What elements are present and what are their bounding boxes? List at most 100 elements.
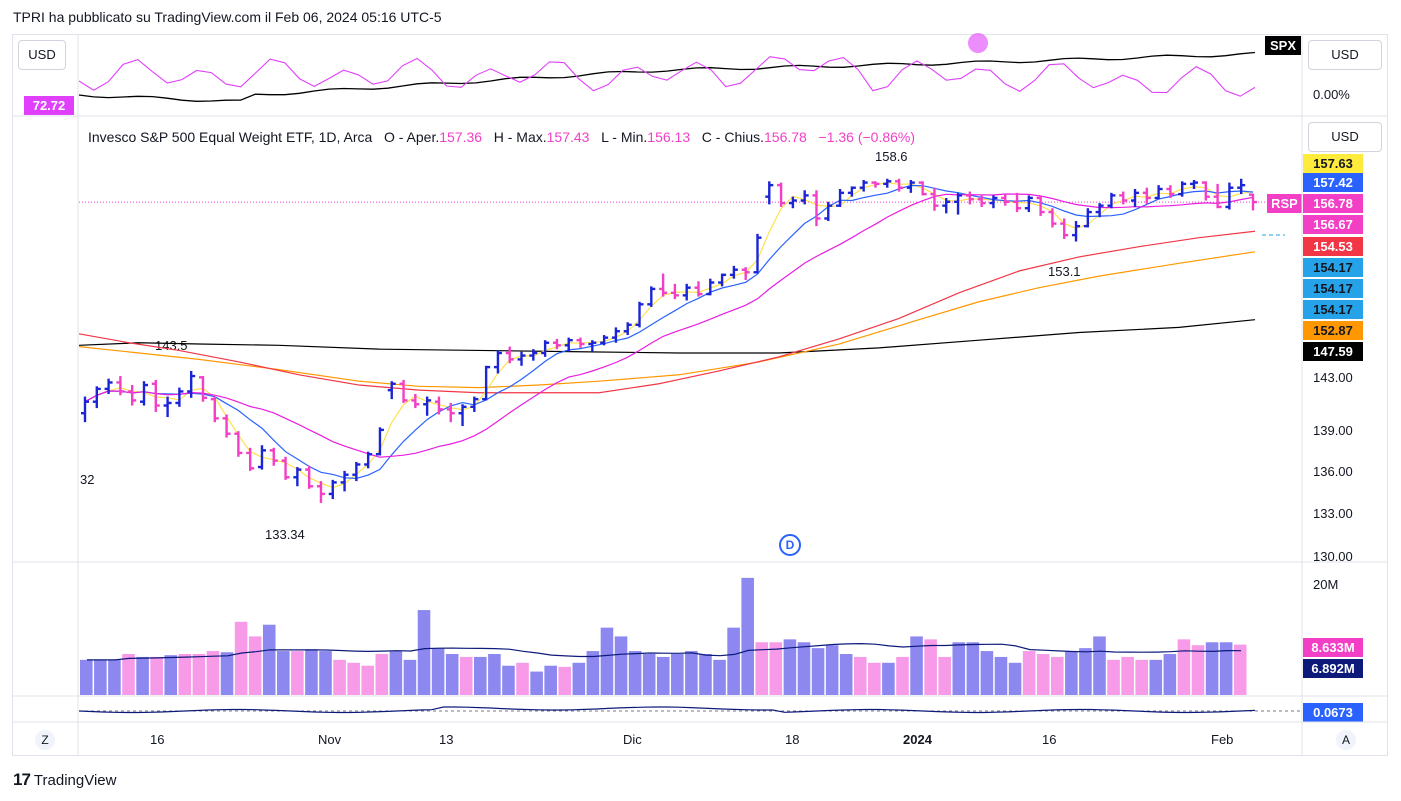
tradingview-footer[interactable]: 17 TradingView	[13, 770, 116, 790]
time-axis-right-button[interactable]: A	[1336, 730, 1356, 750]
legend-close-label: C - Chius.	[701, 129, 765, 145]
volume-bar	[924, 639, 937, 695]
price-axis-tag: 147.59	[1303, 342, 1363, 361]
price-axis-tag: 157.42	[1303, 173, 1363, 192]
legend-symbol-name: Invesco S&P 500 Equal Weight ETF, 1D, Ar…	[88, 129, 373, 145]
ohlc-bar	[411, 394, 420, 409]
ohlc-bar	[529, 349, 538, 361]
rsi-extreme-marker	[968, 33, 988, 53]
rsi-line	[78, 56, 1256, 97]
ohlc-bar	[257, 445, 266, 470]
legend-open-label: O - Aper.	[383, 129, 440, 145]
moving-average-line	[84, 181, 1254, 489]
top-right-currency-button[interactable]: USD	[1308, 40, 1382, 70]
time-label: 16	[1042, 732, 1057, 747]
volume-bar	[262, 624, 276, 695]
volume-bar	[178, 654, 192, 695]
volume-bar	[642, 654, 656, 695]
ohlc-bar	[328, 479, 337, 500]
ohlc-bar	[895, 178, 904, 192]
legend-low: 156.13	[647, 129, 691, 145]
time-label: Nov	[318, 732, 342, 747]
volume-bar	[502, 665, 515, 695]
ohlc-bar	[1213, 183, 1222, 209]
volume-bar	[248, 636, 262, 695]
ohlc-bar	[1237, 178, 1246, 195]
ohlc-bar	[777, 182, 786, 207]
ohlc-bar	[104, 378, 113, 394]
ohlc-bar	[305, 465, 314, 489]
ohlc-bar	[246, 447, 255, 471]
price-axis-tag: 154.17	[1303, 258, 1363, 277]
volume-bar	[1079, 648, 1092, 695]
volume-bar	[1163, 654, 1177, 695]
volume-bar	[1135, 659, 1148, 695]
ohlc-bar	[729, 265, 738, 279]
ohlc-bar	[175, 387, 184, 407]
ohlc-bar	[293, 467, 302, 487]
chart-legend: Invesco S&P 500 Equal Weight ETF, 1D, Ar…	[88, 129, 915, 145]
volume-bar	[94, 659, 107, 695]
time-label: Feb	[1211, 732, 1234, 747]
ohlc-bar	[387, 381, 396, 400]
ohlc-bar	[812, 190, 821, 227]
ohlc-bar	[954, 192, 963, 215]
price-axis-tag: 154.53	[1303, 237, 1363, 256]
volume-bar	[488, 654, 501, 695]
volume-bar	[741, 577, 754, 695]
ohlc-bar	[493, 350, 502, 374]
ohlc-bar	[824, 201, 833, 222]
moving-average-line	[78, 319, 1256, 354]
ohlc-bar	[635, 301, 644, 328]
volume-bar	[150, 656, 163, 695]
ohlc-bar	[316, 481, 325, 503]
top-currency-button[interactable]: USD	[18, 40, 66, 70]
legend-high: 157.43	[546, 129, 590, 145]
ohlc-bar	[694, 281, 703, 297]
volume-bar	[1036, 654, 1050, 695]
ohlc-bar	[753, 233, 762, 274]
ohlc-bar	[92, 386, 101, 409]
ohlc-bar	[222, 414, 231, 438]
volume-bar	[1177, 639, 1191, 695]
ohlc-bar	[517, 351, 526, 366]
edge-left-label: 32	[80, 472, 95, 487]
volume-bar	[291, 651, 304, 695]
swing-high-left-label: 143.5	[155, 338, 188, 353]
time-axis-left-button[interactable]: Z	[35, 730, 55, 750]
volume-bar	[980, 651, 994, 695]
time-label: 2024	[903, 732, 932, 747]
price-tick: 136.00	[1313, 464, 1353, 479]
legend-open: 157.36	[439, 129, 483, 145]
volume-bar	[685, 651, 698, 695]
ohlc-bar	[375, 427, 384, 456]
ohlc-bar	[505, 346, 514, 364]
ohlc-bar	[564, 337, 573, 352]
volume-bar	[952, 642, 966, 695]
volume-bar	[713, 659, 726, 695]
ohlc-bar	[399, 379, 408, 403]
ohlc-bar	[1083, 208, 1092, 228]
ohlc-bar	[918, 181, 927, 196]
price-axis-tag: 154.17	[1303, 279, 1363, 298]
volume-bar	[994, 656, 1008, 695]
ohlc-bar	[847, 186, 856, 197]
volume-bar	[220, 652, 234, 695]
volume-bar	[1219, 642, 1233, 695]
moving-average-line	[84, 184, 1254, 480]
price-axis-currency-button[interactable]: USD	[1308, 122, 1382, 152]
ohlc-bar	[930, 187, 939, 211]
dividend-marker[interactable]: D	[779, 534, 801, 556]
ohlc-bar	[659, 273, 668, 297]
volume-bar	[474, 656, 487, 695]
footer-brand: TradingView	[33, 771, 117, 789]
ohlc-bar	[281, 456, 290, 480]
chart-frame	[12, 34, 1388, 756]
volume-bar	[164, 655, 178, 695]
indicator-value-tag: 0.0673	[1303, 703, 1363, 722]
volume-bar	[361, 665, 375, 695]
price-tick: 133.00	[1313, 506, 1353, 521]
volume-bar	[699, 654, 712, 695]
ohlc-bar	[187, 370, 196, 398]
